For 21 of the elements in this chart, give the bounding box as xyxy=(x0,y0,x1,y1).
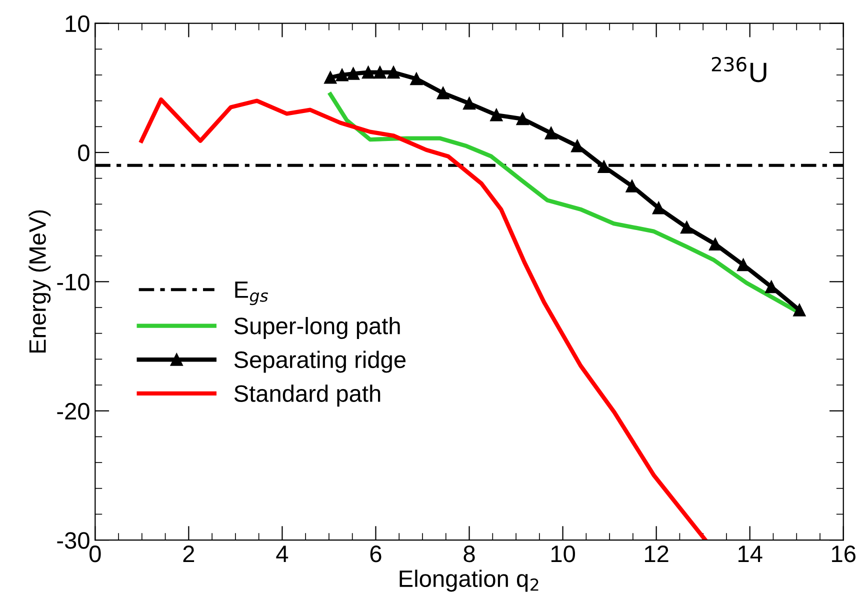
x-axis-title: Elongation q$_{2}$ xyxy=(400,570,538,592)
legend-label: E$_{gs}$ xyxy=(235,282,268,306)
x-tick-label: 8 xyxy=(464,546,475,562)
y-tick-label: 10 xyxy=(66,15,90,32)
legend-label: Standard path xyxy=(234,384,380,407)
y-tick-label: 0 xyxy=(78,144,90,162)
x-tick-label: 16 xyxy=(832,546,856,562)
x-tick-label: 14 xyxy=(738,546,762,562)
x-tick-label: 6 xyxy=(370,546,382,562)
y-tick-label: -20 xyxy=(57,402,90,420)
x-tick-label: 12 xyxy=(644,546,668,562)
x-tick-label: 2 xyxy=(183,546,194,562)
y-tick-label: -30 xyxy=(57,532,90,549)
y-tick-label: -10 xyxy=(57,274,90,290)
x-tick-label: 10 xyxy=(551,546,575,562)
legend-label: Super-long path xyxy=(234,316,400,339)
legend-label: Separating ridge xyxy=(234,350,406,373)
annotation: $^{236}$U xyxy=(712,56,766,82)
x-tick-label: 4 xyxy=(276,546,288,562)
x-tick-label: 0 xyxy=(90,546,101,562)
y-axis-title: Energy (MeV) xyxy=(28,210,51,353)
